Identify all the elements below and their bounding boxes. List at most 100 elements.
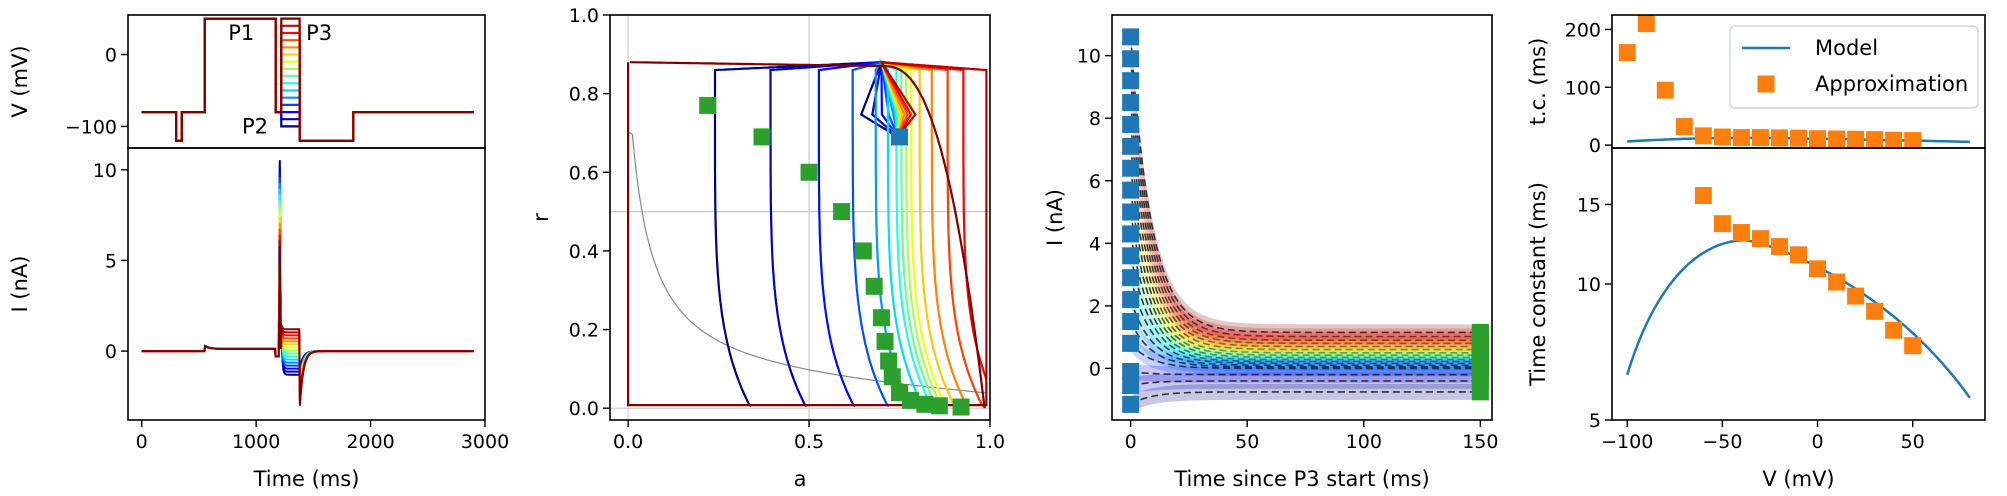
current-trace <box>141 228 474 399</box>
phase-trajectory <box>879 60 948 408</box>
model-line-bottom <box>1626 238 1971 399</box>
voltage-ytick-label: −100 <box>65 116 117 138</box>
start-marker <box>1122 115 1140 133</box>
tail-current-ytick-label: 8 <box>1089 108 1101 130</box>
approximation-marker <box>916 395 934 413</box>
start-marker <box>1122 312 1140 330</box>
current-trace <box>141 240 474 404</box>
voltage-xtick-label: 0 <box>1811 431 1823 453</box>
approximation-marker-top <box>1694 127 1712 145</box>
start-marker <box>1122 269 1140 287</box>
current-trace <box>141 160 474 376</box>
fit-trace <box>1129 211 1481 359</box>
current-axes-frame <box>127 147 486 421</box>
fit-trace <box>1129 102 1481 345</box>
voltage-xtick-label: −50 <box>1702 431 1742 453</box>
end-marker <box>1471 383 1489 401</box>
start-marker <box>891 128 909 146</box>
approximation-marker-top <box>1732 129 1750 147</box>
approximation-marker-top <box>1675 118 1693 136</box>
fit-trace <box>1130 380 1481 387</box>
fit-trace <box>1130 342 1481 370</box>
fit-trace <box>1129 146 1481 351</box>
current-trace <box>141 245 474 406</box>
trace-band <box>1130 335 1481 377</box>
start-marker <box>1122 137 1140 155</box>
legend-approximation-label: Approximation <box>1815 72 1968 96</box>
current-trace <box>141 171 474 373</box>
current-ytick-label: 10 <box>93 160 117 182</box>
fit-trace <box>1129 124 1481 348</box>
trace-band <box>1130 225 1481 368</box>
start-marker <box>1122 72 1140 90</box>
fit-trace <box>1130 370 1481 376</box>
phase-trajectory <box>879 60 988 407</box>
approximation-marker-bottom <box>1866 302 1884 320</box>
start-marker <box>1122 28 1140 46</box>
approximation-marker <box>872 309 890 327</box>
approximation-marker-bottom <box>1732 224 1750 242</box>
time-since-xtick-label: 150 <box>1462 431 1498 453</box>
a-xlabel: a <box>794 467 807 491</box>
approximation-marker <box>952 398 970 416</box>
r-ytick-label: 0.0 <box>569 398 599 420</box>
trace-band <box>1130 28 1481 341</box>
tc-bottom-ylabel: Time constant (ms) <box>1526 182 1550 387</box>
current-trace <box>141 177 474 376</box>
approximation-marker <box>880 352 898 370</box>
legend: Model Approximation <box>1729 25 1979 109</box>
tail-current-ytick-label: 10 <box>1077 46 1101 68</box>
a-xtick-label: 0.5 <box>794 431 824 453</box>
current-ytick-label: 0 <box>105 341 117 363</box>
approximation-marker-bottom <box>1790 246 1807 264</box>
fit-trace <box>1129 233 1481 361</box>
approximation-marker <box>883 368 901 386</box>
approximation-marker <box>854 242 872 260</box>
tail-current-ytick-label: 6 <box>1089 171 1101 193</box>
fit-trace <box>1129 58 1481 338</box>
fit-trace <box>1129 255 1481 363</box>
r-ytick-label: 0.6 <box>569 162 599 184</box>
approximation-marker-top <box>1847 130 1865 148</box>
phase-trajectory <box>874 60 913 408</box>
time-xtick-label: 1000 <box>232 431 280 453</box>
voltage-ylabel: V (mV) <box>8 45 32 117</box>
approximation-marker-top <box>1904 132 1922 150</box>
fit-trace <box>1129 168 1481 354</box>
approximation-marker <box>833 203 851 221</box>
tc-bottom-ytick-label: 15 <box>1577 194 1601 216</box>
approximation-marker-bottom <box>1885 321 1903 339</box>
approximation-marker-bottom <box>1713 215 1731 233</box>
r-ytick-label: 0.2 <box>569 320 599 342</box>
current-trace <box>141 165 474 373</box>
trace-band <box>1130 363 1481 383</box>
phase-trajectory <box>769 61 899 408</box>
approximation-marker-bottom <box>1751 230 1769 248</box>
time-since-xtick-label: 100 <box>1346 431 1382 453</box>
current-trace <box>141 234 474 401</box>
tc-top-ylabel: t.c. (ms) <box>1526 38 1550 126</box>
tail-current-ytick-label: 4 <box>1089 233 1101 255</box>
annotation-p3: P3 <box>306 21 332 45</box>
approximation-marker <box>865 277 883 295</box>
current-trace <box>141 211 474 391</box>
approximation-marker-top <box>1809 130 1827 148</box>
approximation-marker-top <box>1751 129 1769 147</box>
current-ylabel: I (nA) <box>8 256 32 313</box>
trace-band <box>1130 372 1481 394</box>
tc-bottom-axes-frame <box>1611 147 1986 421</box>
phase-trajectory <box>713 61 899 408</box>
trace-band <box>1130 247 1481 370</box>
return-trajectory <box>627 62 987 407</box>
approximation-marker-bottom <box>1770 238 1788 256</box>
trace-band <box>1130 313 1481 375</box>
phase-trajectory <box>851 60 899 408</box>
voltage-xtick-label: 50 <box>1901 431 1925 453</box>
legend-box <box>1729 25 1979 109</box>
voltage-trace <box>141 17 474 142</box>
start-marker <box>1122 377 1140 395</box>
start-marker <box>1122 363 1140 381</box>
approximation-marker-top <box>1713 128 1731 146</box>
start-marker <box>1122 203 1140 221</box>
